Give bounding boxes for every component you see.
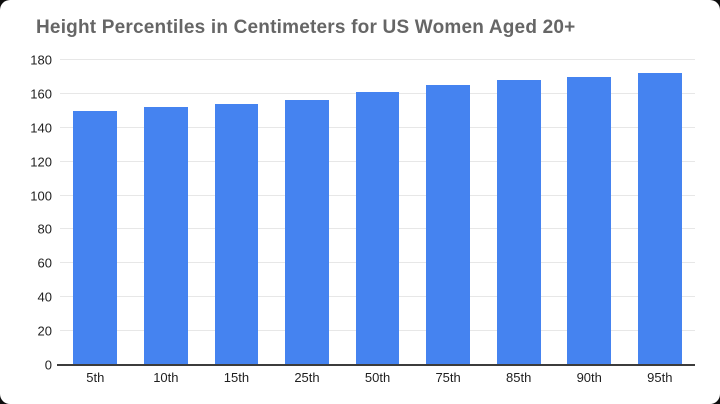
y-tick-label: 140 [30, 120, 52, 136]
x-axis-line [57, 364, 695, 366]
plot-area [57, 59, 695, 366]
bar-slot [483, 60, 554, 365]
chart-title: Height Percentiles in Centimeters for US… [36, 17, 576, 38]
x-axis-labels: 5th 10th 15th 25th 50th 75th 85th 90th 95th [60, 370, 695, 385]
y-tick-label: 40 [37, 289, 52, 305]
bar-slot [413, 60, 484, 365]
y-tick-label: 160 [30, 86, 52, 102]
x-tick-label: 85th [506, 370, 532, 385]
y-axis: 0 20 40 60 80 100 120 140 160 180 [0, 53, 52, 373]
bar-slot [625, 60, 696, 365]
bar-slot [554, 60, 625, 365]
y-tick-label: 180 [30, 52, 52, 68]
x-tick-label: 75th [435, 370, 461, 385]
y-tick-label: 80 [37, 221, 52, 237]
x-tick-label: 25th [294, 370, 320, 385]
bars-layer [60, 60, 695, 365]
bar-slot [272, 60, 343, 365]
y-tick-label: 60 [37, 255, 52, 271]
bar-15th [214, 104, 259, 365]
x-tick-label: 50th [364, 370, 391, 385]
bar-slot [131, 60, 202, 365]
x-tick-label: 95th [647, 370, 673, 385]
bar-85th [496, 80, 541, 365]
y-tick-label: 0 [44, 357, 52, 373]
x-tick-label: 10th [153, 370, 179, 385]
bar-10th [143, 106, 188, 365]
bar-75th [426, 84, 470, 365]
bar-25th [285, 99, 329, 365]
gridline [60, 59, 695, 60]
bar-90th [567, 76, 612, 365]
bar-5th [73, 110, 118, 365]
bar-slot [201, 60, 272, 365]
bar-slot [60, 60, 131, 365]
bar-slot [342, 60, 413, 365]
bar-95th [637, 72, 682, 365]
bar-50th [355, 92, 400, 365]
x-tick-label: 90th [576, 370, 602, 385]
y-tick-label: 100 [30, 188, 52, 204]
y-tick-label: 120 [30, 154, 52, 170]
x-tick-label: 5th [86, 370, 105, 385]
x-tick-label: 15th [223, 370, 250, 385]
y-tick-label: 20 [37, 323, 52, 339]
